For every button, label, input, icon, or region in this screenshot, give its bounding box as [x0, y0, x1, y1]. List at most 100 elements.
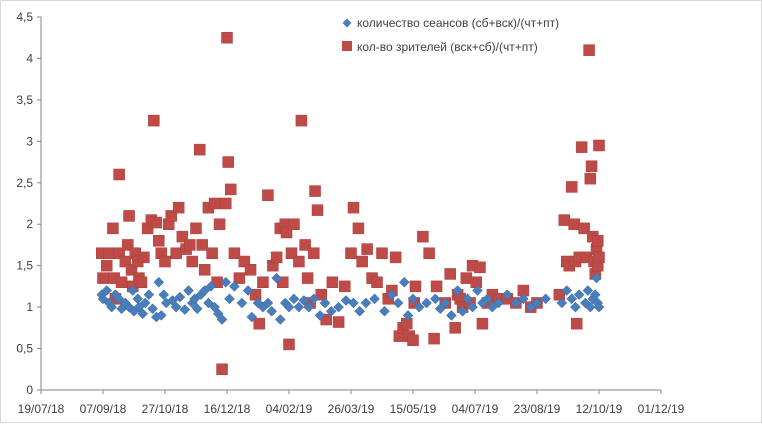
- sessions-point: [452, 285, 463, 296]
- viewers-point: [558, 214, 571, 226]
- viewers-point: [301, 272, 314, 284]
- viewers-point: [193, 143, 206, 156]
- viewers-point: [198, 264, 211, 276]
- viewers-point: [584, 172, 597, 185]
- sessions-point: [127, 285, 139, 296]
- legend-item-sessions: количество сеансов (сб+вск)/(чт+пт): [342, 16, 559, 30]
- legend: количество сеансов (сб+вск)/(чт+пт) кол-…: [342, 16, 559, 54]
- sessions-point: [398, 276, 410, 288]
- viewers-point: [593, 251, 605, 264]
- viewers-point: [176, 230, 189, 243]
- viewers-point: [585, 160, 598, 172]
- sessions-point: [262, 297, 274, 309]
- viewers-point: [423, 247, 435, 259]
- viewers-point: [138, 251, 150, 264]
- sessions-point: [252, 297, 264, 309]
- viewers-point: [172, 201, 185, 214]
- y-tick-label: 2: [26, 217, 33, 231]
- viewers-point: [339, 280, 351, 293]
- x-tick-label: 15/05/19: [390, 402, 437, 416]
- y-tick-label: 0: [26, 383, 33, 397]
- viewers-point: [196, 239, 208, 251]
- sessions-point: [155, 310, 167, 321]
- sessions-point: [236, 297, 248, 309]
- viewers-point: [293, 255, 305, 268]
- viewers-point: [593, 139, 605, 152]
- viewers-point: [221, 31, 233, 44]
- y-tick-label: 4,5: [16, 10, 33, 24]
- sessions-point: [137, 308, 149, 320]
- viewers-point: [216, 363, 228, 376]
- sessions-point: [242, 285, 254, 296]
- viewers-point: [257, 276, 269, 288]
- sessions-point: [472, 285, 483, 296]
- viewers-point: [159, 255, 171, 268]
- sessions-point: [573, 289, 585, 301]
- sessions-point: [570, 301, 581, 313]
- x-tick-label: 12/10/19: [576, 402, 623, 416]
- viewers-point: [228, 247, 241, 259]
- viewers-point: [428, 332, 440, 345]
- x-tick-label: 27/10/18: [142, 402, 189, 416]
- viewers-point: [417, 230, 429, 243]
- sessions-point: [348, 297, 359, 309]
- viewers-point: [283, 338, 295, 351]
- sessions-point: [439, 297, 451, 309]
- sessions-point: [143, 289, 155, 301]
- sessions-point: [101, 285, 113, 296]
- viewers-point: [470, 276, 482, 288]
- y-tick-label: 1,5: [16, 259, 33, 273]
- viewers-point: [253, 317, 265, 330]
- viewers-point: [165, 210, 177, 222]
- viewers-point: [565, 181, 578, 193]
- viewers-point: [575, 141, 588, 153]
- sessions-point: [493, 297, 504, 309]
- sessions-point: [540, 293, 552, 305]
- viewers-point: [100, 259, 113, 272]
- sessions-point: [174, 291, 186, 303]
- sessions-point: [308, 293, 320, 305]
- viewers-point: [150, 216, 163, 229]
- sessions-point: [319, 297, 331, 309]
- viewers-point: [474, 261, 486, 274]
- viewers-point: [299, 239, 311, 251]
- viewers-point: [220, 197, 232, 210]
- x-tick-label: 26/03/19: [328, 402, 375, 416]
- viewers-point: [115, 276, 128, 288]
- viewers-point: [315, 288, 327, 301]
- sessions-point: [360, 297, 372, 309]
- sessions-point: [203, 297, 214, 309]
- viewers-point: [238, 255, 251, 268]
- sessions-point: [566, 293, 578, 305]
- viewers-point: [148, 114, 160, 127]
- viewers-point: [389, 251, 402, 264]
- sessions-point: [325, 305, 337, 317]
- y-tick-label: 3: [26, 134, 33, 148]
- sessions-point: [531, 297, 543, 309]
- sessions-point: [407, 293, 419, 305]
- sessions-point: [421, 297, 432, 309]
- viewers-point: [113, 168, 125, 181]
- viewers-point: [153, 235, 165, 247]
- x-tick-label: 07/09/18: [80, 402, 127, 416]
- viewers-point: [186, 255, 199, 268]
- legend-item-viewers: кол-во зрителей (вск+сб)/(чт+пт): [342, 40, 538, 54]
- sessions-point: [593, 301, 605, 313]
- viewers-point: [208, 197, 221, 210]
- sessions-point: [333, 301, 344, 313]
- viewers-point: [103, 247, 115, 259]
- sessions-point: [580, 297, 591, 309]
- viewers-point: [460, 272, 473, 284]
- sessions-point: [429, 293, 441, 305]
- y-tick-label: 3,5: [16, 93, 33, 107]
- viewers-point: [308, 247, 320, 259]
- viewers-point: [270, 251, 283, 264]
- viewers-point: [135, 276, 148, 288]
- sessions-point: [191, 303, 203, 315]
- sessions-point: [158, 289, 170, 301]
- sessions-point: [153, 276, 165, 288]
- viewers-point: [409, 280, 422, 293]
- sessions-point: [271, 272, 282, 284]
- viewers-point: [326, 276, 339, 288]
- viewers-point: [190, 222, 202, 235]
